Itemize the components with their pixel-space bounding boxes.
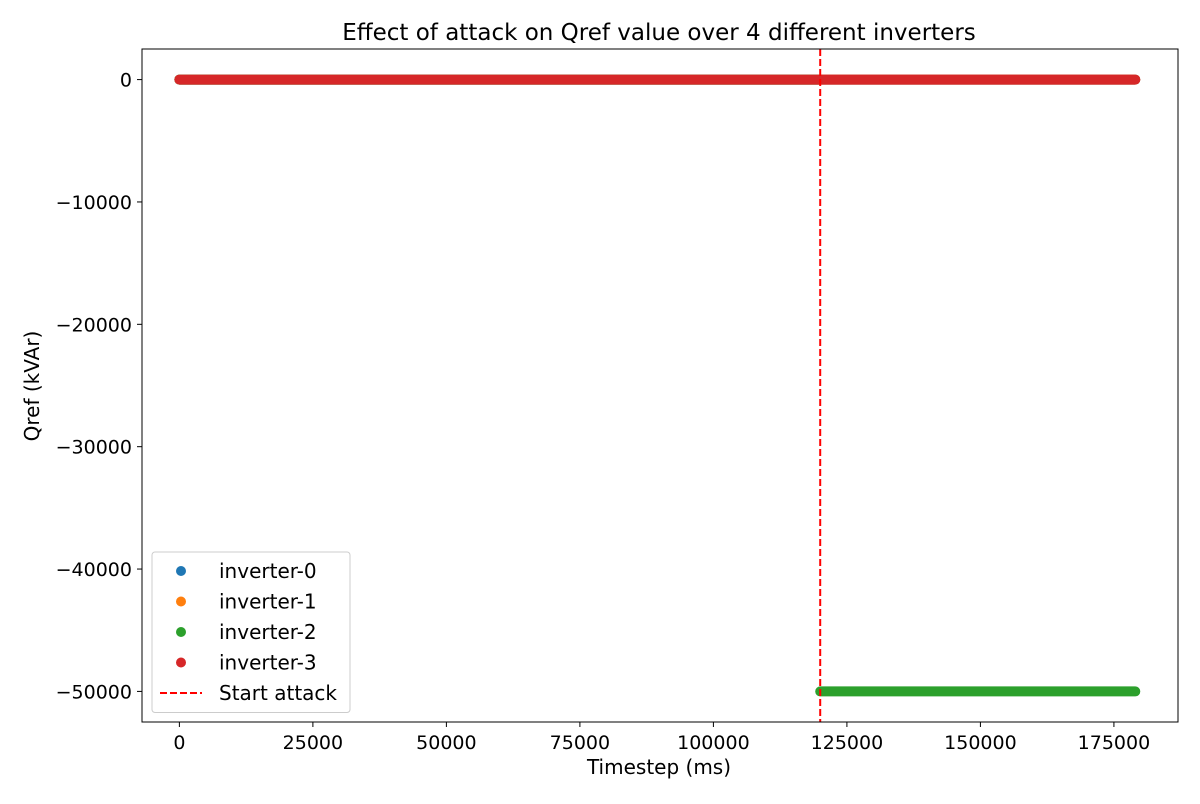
legend-label: inverter-3 — [219, 651, 317, 675]
legend-label: inverter-2 — [219, 620, 317, 644]
y-axis-ticks: 0 −10000 −20000 −30000 −40000 −50000 — [56, 70, 142, 703]
legend-item-inverter-0: inverter-0 — [176, 559, 317, 583]
y-tick-label: −50000 — [56, 681, 132, 703]
scatter-points-inverter-3-segment-0 — [174, 74, 1141, 85]
chart-title: Effect of attack on Qref value over 4 di… — [342, 20, 976, 46]
x-axis-ticks: 0 25000 50000 75000 100000 125000 150000 175000 — [173, 722, 1150, 754]
legend-marker — [176, 657, 186, 668]
x-axis-label: Timestep (ms) — [586, 755, 731, 779]
legend-label: inverter-1 — [219, 590, 317, 614]
y-tick-label: −30000 — [56, 437, 132, 459]
legend-item-inverter-3: inverter-3 — [176, 651, 317, 675]
legend-label: Start attack — [219, 681, 337, 705]
legend-marker — [176, 627, 186, 637]
plot-area-frame — [141, 48, 1179, 723]
x-tick-label: 75000 — [550, 732, 610, 754]
x-tick-label: 50000 — [416, 732, 476, 754]
x-tick-label: 175000 — [1078, 732, 1151, 754]
series-inverter-3 — [174, 74, 1141, 85]
y-tick-label: −20000 — [56, 314, 132, 336]
legend-box — [151, 551, 351, 713]
plot-content — [174, 49, 1141, 722]
y-tick-label: −40000 — [56, 559, 132, 581]
scatter-points-inverter-2-segment-1 — [815, 686, 1141, 697]
y-tick-label: −10000 — [56, 192, 132, 214]
legend-item-inverter-2: inverter-2 — [176, 620, 317, 644]
x-tick-label: 100000 — [677, 732, 750, 754]
x-tick-label: 150000 — [944, 732, 1017, 754]
legend-marker — [176, 596, 186, 607]
legend: inverter-0 inverter-1 inverter-2 inverter-3… — [151, 551, 351, 713]
legend-item-start-attack: Start attack — [160, 681, 337, 705]
x-tick-label: 0 — [173, 732, 185, 754]
legend-marker — [176, 566, 186, 576]
x-tick-label: 25000 — [283, 732, 343, 754]
y-axis-label: Qref (kVAr) — [20, 331, 44, 442]
y-tick-label: 0 — [120, 70, 132, 92]
legend-item-inverter-1: inverter-1 — [176, 590, 317, 614]
x-tick-label: 125000 — [811, 732, 884, 754]
legend-label: inverter-0 — [219, 559, 317, 583]
